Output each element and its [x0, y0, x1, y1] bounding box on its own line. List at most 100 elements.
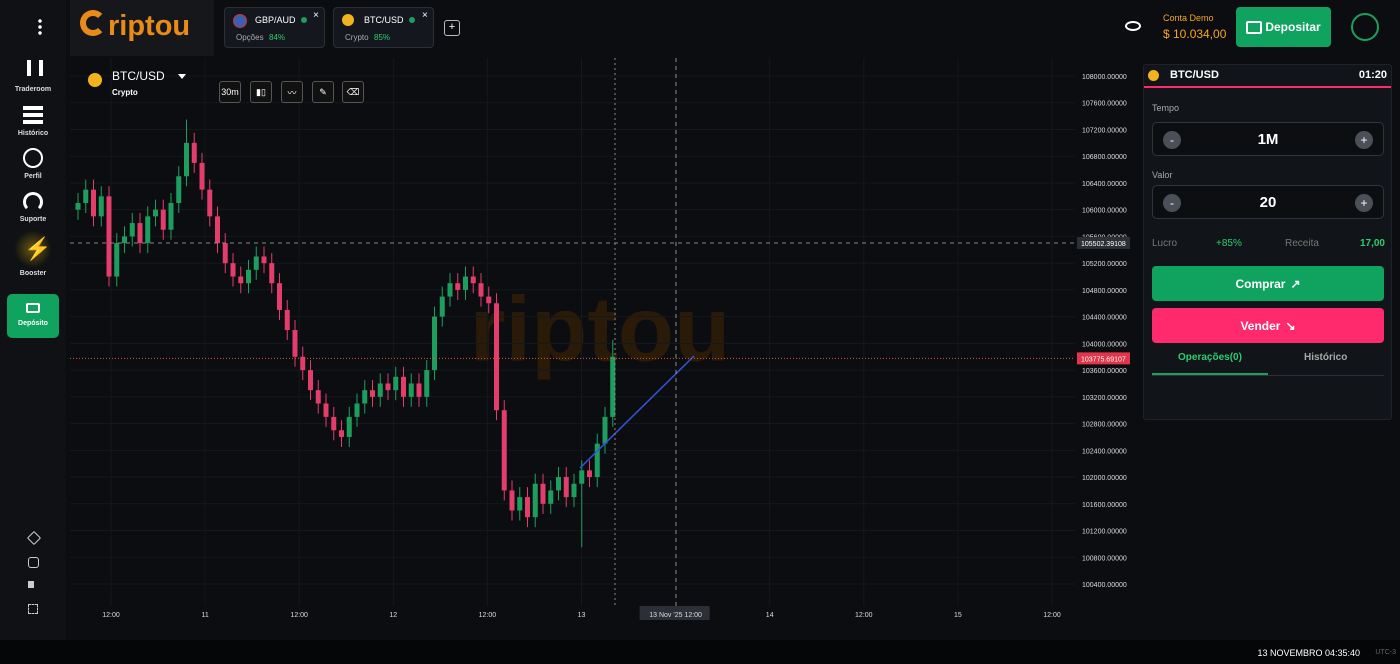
tab-payout: 85%: [374, 33, 391, 42]
candle-body: [556, 477, 561, 491]
x-tick-label: 12: [389, 612, 397, 619]
interval-button[interactable]: 30m: [219, 81, 241, 103]
indicator-button[interactable]: 〰: [281, 81, 303, 103]
buy-label: Comprar: [1235, 276, 1286, 291]
nav-label[interactable]: Traderoom: [14, 86, 52, 93]
nav-label[interactable]: Histórico: [17, 130, 49, 137]
logo-box: riptou: [70, 0, 214, 56]
increase-time[interactable]: +: [1355, 131, 1373, 149]
candle-body: [153, 209, 158, 217]
decrease-time[interactable]: -: [1163, 131, 1181, 149]
x-tick-label: 14: [766, 612, 774, 619]
candle-body: [525, 497, 530, 518]
decrease-amount[interactable]: -: [1163, 194, 1181, 212]
dropdown-arrow[interactable]: [178, 74, 186, 83]
account-label: Conta Demo: [1163, 13, 1214, 23]
candle-body: [308, 370, 313, 391]
nav-label[interactable]: Booster: [19, 270, 47, 277]
logo-text: riptou: [108, 10, 191, 42]
tab-kind: Opções: [236, 33, 264, 42]
candle-body: [261, 256, 267, 264]
buy-button[interactable]: Comprar ↗: [1152, 266, 1384, 301]
y-tick-label: 106800.00000: [1082, 154, 1127, 161]
support-icon[interactable]: [23, 192, 43, 212]
trade-panel: BTC/USD 01:20 Tempo Valor Lucro +85% Rec…: [1143, 64, 1392, 420]
profile-icon[interactable]: [23, 148, 43, 168]
candle-body: [370, 390, 375, 397]
candle-body: [579, 470, 585, 484]
erase-button[interactable]: ⌫: [342, 81, 364, 103]
add-tab[interactable]: +: [444, 20, 460, 36]
nav-label[interactable]: Suporte: [19, 216, 47, 223]
close-tab[interactable]: ×: [422, 10, 428, 21]
candle-body: [587, 470, 592, 478]
candle-body: [416, 383, 422, 397]
candle-body: [408, 383, 414, 397]
deposit-nav[interactable]: Depósito: [7, 294, 59, 338]
x-tick-label: 12:00: [102, 612, 120, 619]
candle-body: [98, 196, 104, 217]
candle-body: [447, 283, 453, 297]
booster-glow[interactable]: [14, 230, 52, 268]
asset-tab[interactable]: BTC/USD × Crypto 85%: [333, 7, 434, 48]
candle-body: [168, 203, 174, 230]
candle-body: [129, 223, 135, 237]
operations-tab[interactable]: Operações(0): [1178, 352, 1242, 363]
asset-tab[interactable]: GBP/AUD × Opções 84%: [224, 7, 325, 48]
candle-body: [160, 209, 166, 230]
y-tick-label: 106400.00000: [1082, 181, 1127, 188]
candle-body: [145, 216, 151, 244]
panel-pair: BTC/USD: [1170, 69, 1219, 81]
history-icon[interactable]: [23, 106, 43, 124]
candle-body: [269, 263, 275, 284]
chart-title[interactable]: BTC/USD: [112, 69, 165, 83]
candle-body: [362, 390, 368, 404]
sell-button[interactable]: Vender ↘: [1152, 308, 1384, 343]
instagram-icon[interactable]: [28, 557, 39, 568]
time-input[interactable]: - 1M +: [1152, 122, 1384, 156]
candle-body: [548, 490, 554, 504]
candle-body: [377, 383, 383, 397]
candle-body: [610, 356, 616, 417]
amount-input[interactable]: - 20 +: [1152, 185, 1384, 219]
avatar[interactable]: [1351, 13, 1379, 41]
deposit-button[interactable]: Depositar: [1236, 7, 1331, 47]
candle-body: [137, 223, 143, 244]
candle-body: [563, 477, 569, 498]
booster-icon[interactable]: ⚡: [24, 236, 52, 261]
revenue-value: 17,00: [1359, 238, 1385, 249]
candle-body: [354, 403, 360, 417]
close-tab[interactable]: ×: [313, 10, 319, 21]
coin-icon: [88, 73, 102, 87]
candle-body: [339, 430, 344, 437]
crosshair-badge: [1077, 236, 1130, 249]
traderoom-icon[interactable]: [27, 60, 43, 76]
hide-balance-icon[interactable]: [1125, 21, 1141, 31]
nav-label[interactable]: Perfil: [24, 173, 42, 180]
tab-pair: BTC/USD: [364, 15, 404, 25]
candle-body: [470, 276, 476, 284]
fullscreen-icon[interactable]: [28, 604, 38, 614]
datetime: 13 NOVEMBRO 04:35:40: [1257, 648, 1360, 658]
menu-icon[interactable]: [38, 18, 42, 36]
candle-body: [323, 403, 329, 417]
logo-mark: [80, 10, 106, 36]
candle-body: [292, 330, 298, 357]
increase-amount[interactable]: +: [1355, 194, 1373, 212]
history-tab[interactable]: Histórico: [1304, 352, 1348, 363]
time-value: 1M: [1257, 131, 1279, 148]
current-price: 103775.69107: [1081, 356, 1126, 363]
candle-body: [540, 483, 546, 504]
trend-line[interactable]: [579, 355, 695, 469]
profit-label: Lucro: [1152, 238, 1178, 249]
candle-body: [532, 483, 538, 518]
candle-body: [222, 243, 228, 264]
candle-body: [91, 189, 96, 217]
y-tick-label: 103200.00000: [1082, 395, 1127, 402]
sound-icon[interactable]: [28, 581, 34, 588]
nav-label[interactable]: Depósito: [18, 320, 48, 327]
draw-button[interactable]: ✎: [312, 81, 334, 103]
candle-body: [106, 196, 112, 277]
chart-type-button[interactable]: ▮▯: [250, 81, 272, 103]
